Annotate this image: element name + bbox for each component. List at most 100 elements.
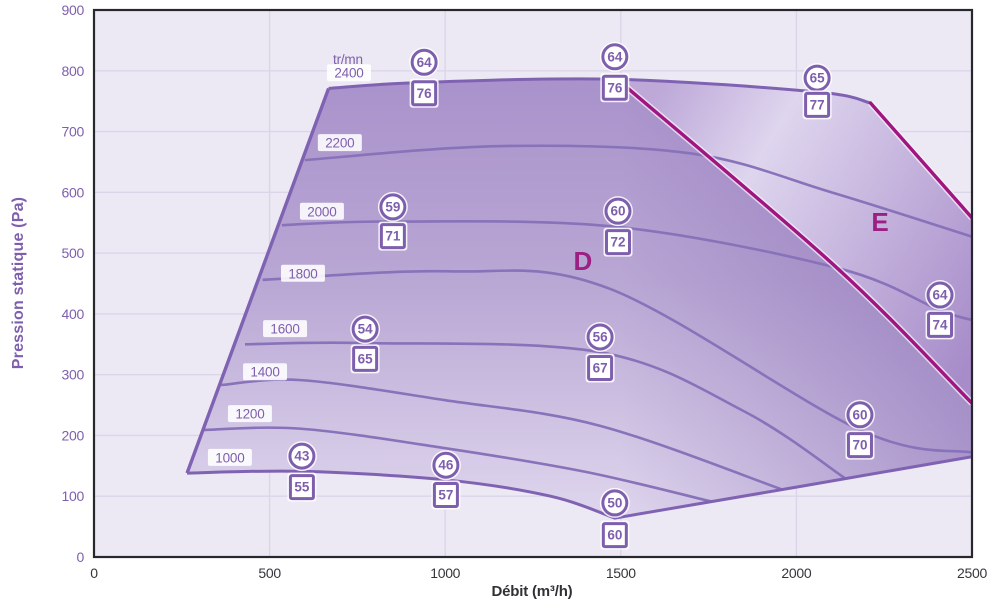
y-tick-label-700: 700	[62, 124, 85, 140]
marker-pair-4: 59 71	[377, 191, 408, 251]
curve-label-box-1600	[263, 320, 308, 338]
y-axis-title: Pression statique (Pa)	[10, 196, 27, 370]
x-axis-ticks: 0 500 1000 1500 2000 2500	[90, 565, 988, 581]
marker-pair-1: 64 76	[409, 47, 440, 108]
speed-curve-1400	[221, 378, 783, 491]
marker-pair-2: 64 76	[599, 41, 630, 103]
zone-e-fill	[617, 79, 972, 404]
y-axis-ticks: 0 100 200 300 400 500 600 700 800 900	[62, 2, 85, 565]
square-badge	[411, 80, 438, 107]
square-badge-value: 65	[358, 351, 374, 366]
circle-badge-value: 64	[933, 288, 949, 303]
marker-pair-8: 56 67	[585, 321, 616, 383]
square-badge	[288, 474, 315, 501]
circle-badge-value: 64	[607, 49, 623, 64]
circle-badge-value: 60	[852, 407, 867, 422]
y-tick-label-600: 600	[62, 184, 85, 200]
y-tick-label-300: 300	[62, 367, 85, 383]
square-badge	[601, 74, 628, 101]
circle-badge	[926, 281, 954, 309]
speed-curve-1600	[245, 341, 847, 480]
square-badge	[601, 522, 628, 549]
circle-badge	[601, 43, 629, 71]
circle-badge	[604, 197, 632, 225]
curve-label-box-1000	[207, 448, 252, 466]
circle-badge	[351, 315, 379, 343]
square-badge-value: 70	[852, 438, 867, 453]
curve-label-1400: 1400	[250, 365, 279, 380]
square-badge	[379, 223, 406, 250]
y-tick-label-800: 800	[62, 63, 85, 79]
circle-badge-value: 59	[385, 199, 400, 214]
x-tick-label-1000: 1000	[430, 565, 460, 581]
curve-labels: tr/mn 1000 1200 1400 1600 1800 2000 2200 2400	[207, 52, 371, 466]
curve-label-box-1800	[280, 264, 325, 282]
circle-badge-value: 43	[294, 449, 310, 464]
circle-badge	[410, 48, 438, 76]
marker-pair-11: 46 57	[430, 450, 461, 510]
rpm-units-label: tr/mn	[333, 52, 363, 67]
zone-label-D: D	[573, 246, 592, 276]
square-badge-value: 72	[610, 235, 625, 250]
boundary-d-e	[615, 77, 972, 405]
speed-curve-1800	[262, 269, 972, 454]
curve-label-box-2200	[317, 134, 362, 152]
y-tick-label-100: 100	[62, 488, 85, 504]
curve-label-1200: 1200	[235, 407, 264, 422]
marker-pair-12: 50 60	[599, 487, 630, 550]
curve-label-2200: 2200	[325, 136, 354, 151]
square-badge-value: 67	[593, 360, 608, 375]
y-tick-label-0: 0	[77, 549, 85, 565]
square-badge-value: 76	[417, 86, 433, 101]
x-tick-label-500: 500	[258, 565, 281, 581]
square-badge	[604, 229, 631, 256]
curve-label-1600: 1600	[270, 322, 299, 337]
circle-badge	[586, 323, 614, 351]
square-badge-value: 76	[607, 80, 623, 95]
x-tick-label-0: 0	[90, 565, 98, 581]
square-badge	[846, 432, 873, 459]
square-badge-value: 55	[294, 480, 310, 495]
x-axis-title: Débit (m³/h)	[491, 583, 573, 600]
square-badge	[352, 345, 379, 372]
y-tick-label-500: 500	[62, 245, 85, 261]
marker-pair-9: 60 70	[844, 399, 875, 460]
square-badge	[587, 354, 614, 381]
y-tick-label-200: 200	[62, 427, 85, 443]
square-badge-value: 57	[438, 488, 453, 503]
square-badge-value: 71	[385, 229, 401, 244]
circle-badge	[288, 442, 316, 470]
y-tick-label-400: 400	[62, 306, 85, 322]
plot-area	[185, 76, 972, 520]
marker-pair-3: 65 77	[802, 63, 833, 120]
marker-pair-7: 54 65	[350, 314, 381, 374]
square-badge-value: 74	[933, 317, 949, 332]
envelope-left-boundary	[185, 87, 331, 474]
circle-badge	[379, 193, 407, 221]
circle-badge-value: 50	[607, 495, 622, 510]
y-tick-label-900: 900	[62, 2, 85, 18]
curve-label-1000: 1000	[215, 450, 244, 465]
x-tick-label-2000: 2000	[781, 565, 811, 581]
curve-label-box-2400	[326, 64, 371, 82]
circle-badge-value: 56	[593, 329, 609, 344]
curve-label-1800: 1800	[288, 266, 317, 281]
circle-badge	[601, 489, 629, 517]
circle-badge	[432, 451, 460, 479]
circle-badge-value: 64	[417, 55, 433, 70]
marker-pair-5: 60 72	[602, 196, 633, 257]
speed-curve-1200	[203, 426, 713, 503]
circle-badge-value: 60	[610, 204, 625, 219]
curve-label-box-1200	[227, 405, 272, 423]
zone-d-lower-right-shading	[614, 79, 972, 519]
x-tick-label-2500: 2500	[957, 565, 987, 581]
circle-badge	[803, 64, 831, 92]
zone-label-E: E	[871, 207, 888, 237]
square-badge-value: 60	[607, 528, 622, 543]
speed-curve-2200	[304, 144, 972, 238]
curve-label-2000: 2000	[307, 204, 336, 219]
x-tick-label-1500: 1500	[606, 565, 636, 581]
square-badge	[432, 482, 459, 509]
